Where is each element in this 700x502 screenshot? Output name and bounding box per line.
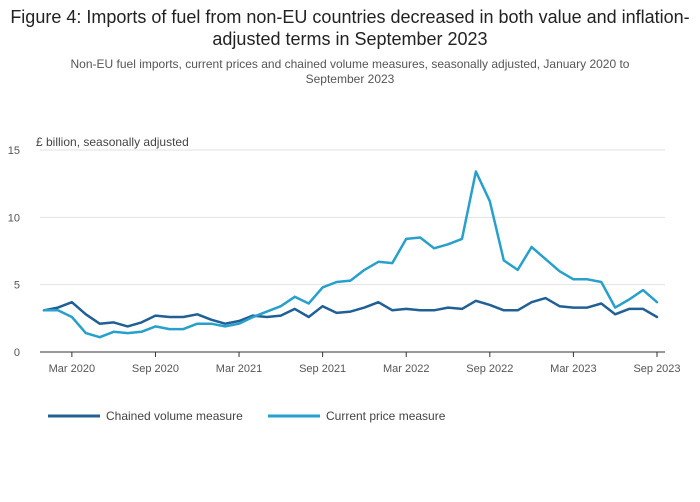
legend-label: Current price measure [326, 409, 446, 423]
chart-subtitle: Non-EU fuel imports, current prices and … [70, 57, 630, 86]
x-tick-label: Sep 2023 [633, 363, 680, 375]
legend: Chained volume measure Current price meas… [48, 409, 446, 423]
x-tick-label: Sep 2020 [132, 363, 179, 375]
y-axis-unit-label: £ billion, seasonally adjusted [36, 135, 189, 149]
x-tick-label: Mar 2020 [49, 363, 95, 375]
x-tick-label: Mar 2023 [550, 363, 596, 375]
legend-label: Chained volume measure [106, 409, 243, 423]
series-line-chained-volume [42, 296, 659, 328]
y-tick-label: 0 [14, 347, 20, 359]
x-tick-label: Mar 2021 [216, 363, 262, 375]
gridlines [40, 149, 665, 286]
x-tick-label: Sep 2021 [299, 363, 346, 375]
y-tick-label: 10 [8, 212, 20, 224]
chart-title: Figure 4: Imports of fuel from non-EU co… [10, 7, 690, 49]
y-tick-label: 5 [14, 280, 20, 292]
axes: £ billion, seasonally adjusted 0 5 10 15 Mar… [8, 135, 681, 375]
series-line-current-price [42, 170, 659, 339]
x-tick-label: Mar 2022 [383, 363, 429, 375]
y-tick-label: 15 [8, 145, 20, 157]
series-lines [42, 170, 659, 339]
x-tick-label: Sep 2022 [466, 363, 513, 375]
